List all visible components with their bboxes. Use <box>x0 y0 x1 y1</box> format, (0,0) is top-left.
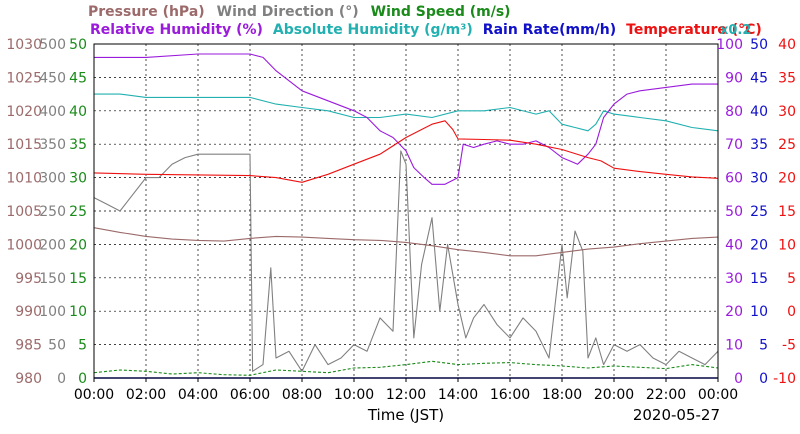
y-tick-label-wind-speed: 15 <box>69 271 87 287</box>
y-tick-label-humidity: 60 <box>725 171 743 187</box>
y-tick-label-humidity: 50 <box>725 204 743 220</box>
x-tick-label: 10:00 <box>334 387 374 403</box>
legend-entry: Relative Humidity (%) <box>90 22 263 38</box>
series-line-wind-speed-m-s <box>93 360 719 376</box>
y-tick-label-humidity: 70 <box>725 137 743 153</box>
x-tick-label: 12:00 <box>386 387 426 403</box>
y-tick-label-wind-direction: 100 <box>39 304 66 320</box>
series-line-wind-direction <box>93 150 719 372</box>
y-tick-label-wind-direction: 0 <box>57 371 66 387</box>
legend-entry: Pressure (hPa) <box>88 4 205 20</box>
y-tick-label-wind-speed: 35 <box>69 137 87 153</box>
x-tick-label: 14:00 <box>438 387 478 403</box>
series-line-relative-humidity <box>94 53 718 185</box>
y-tick-label-humidity: 30 <box>725 271 743 287</box>
y-tick-label-wind-speed: 30 <box>69 171 87 187</box>
y-tick-label-wind-direction: 50 <box>48 338 66 354</box>
y-tick-label-wind-direction: 150 <box>39 271 66 287</box>
y-tick-label-pressure: 980 <box>15 371 42 387</box>
y-tick-label-temperature: 5 <box>787 271 796 287</box>
x-tick-label: 20:00 <box>594 387 634 403</box>
y-tick-label-pressure: 1020 <box>6 104 42 120</box>
x-tick-label: 22:00 <box>646 387 686 403</box>
y-tick-label-wind-direction: 300 <box>39 171 66 187</box>
y-tick-label-rain-rate: 25 <box>750 204 768 220</box>
legend-entry: Rain Rate(mm/h) <box>483 22 616 38</box>
y-tick-label-pressure: 1010 <box>6 171 42 187</box>
y-tick-label-wind-speed: 0 <box>78 371 87 387</box>
legend-group: Pressure (hPa) Wind Direction (°) Wind Spe… <box>88 4 762 38</box>
y-tick-label-wind-direction: 400 <box>39 104 66 120</box>
x-tick-label: 08:00 <box>282 387 322 403</box>
y-tick-label-temperature: -5 <box>782 338 796 354</box>
x-axis-label: Time (JST) <box>367 406 444 424</box>
y-tick-label-wind-speed: 45 <box>69 70 87 86</box>
y-tick-label-temperature: 0 <box>787 304 796 320</box>
date-label: 2020-05-27 <box>633 406 720 424</box>
y-tick-label-humidity: 0 <box>734 371 743 387</box>
x-tick-label: 02:00 <box>126 387 166 403</box>
y-tick-label-wind-speed: 50 <box>69 37 87 53</box>
y-tick-label-wind-direction: 200 <box>39 237 66 253</box>
y-tick-label-temperature: -10 <box>773 371 796 387</box>
y-tick-label-temperature: 30 <box>778 104 796 120</box>
y-tick-label-rain-rate: 20 <box>750 237 768 253</box>
y-tick-label-rain-rate: 10 <box>750 304 768 320</box>
y-tick-label-wind-speed: 25 <box>69 204 87 220</box>
y-tick-label-wind-speed: 10 <box>69 304 87 320</box>
y-tick-label-temperature: 15 <box>778 204 796 220</box>
x-tick-label: 00:00 <box>698 387 738 403</box>
y-tick-label-pressure: 1025 <box>6 70 42 86</box>
x-tick-label: 04:00 <box>178 387 218 403</box>
axes-group: 1030102510201015101010051000995990985980… <box>6 37 796 403</box>
y-tick-label-wind-speed: 40 <box>69 104 87 120</box>
y-tick-label-rain-rate: 35 <box>750 137 768 153</box>
x-tick-label: 06:00 <box>230 387 270 403</box>
y-tick-label-pressure: 1005 <box>6 204 42 220</box>
y-tick-label-rain-rate: 0 <box>759 371 768 387</box>
x-tick-label: 16:00 <box>490 387 530 403</box>
legend-entry: Absolute Humidity (g/m³) <box>273 22 473 38</box>
y-tick-label-humidity: 90 <box>725 70 743 86</box>
y-tick-label-humidity: 100 <box>716 37 743 53</box>
y-tick-label-rain-rate: 40 <box>750 104 768 120</box>
y-tick-label-wind-speed: 20 <box>69 237 87 253</box>
y-tick-label-rain-rate: 15 <box>750 271 768 287</box>
legend-entry: Wind Direction (°) <box>217 4 359 20</box>
y-tick-label-pressure: 1015 <box>6 137 42 153</box>
y-tick-label-humidity: 40 <box>725 237 743 253</box>
y-tick-label-temperature: 10 <box>778 237 796 253</box>
y-tick-label-temperature: 25 <box>778 137 796 153</box>
y-tick-label-temperature: 40 <box>778 37 796 53</box>
legend-entry: Wind Speed (m/s) <box>371 4 511 20</box>
y-tick-label-pressure: 990 <box>15 304 42 320</box>
series-line-pressure-hpa <box>93 227 719 257</box>
grid <box>94 44 718 378</box>
y-tick-label-pressure: 1000 <box>6 237 42 253</box>
y-tick-label-temperature: 20 <box>778 171 796 187</box>
y-tick-label-wind-direction: 450 <box>39 70 66 86</box>
y-tick-label-rain-rate: 45 <box>750 70 768 86</box>
y-tick-label-wind-direction: 350 <box>39 137 66 153</box>
y-tick-label-temperature: 35 <box>778 70 796 86</box>
x-tick-label: 18:00 <box>542 387 582 403</box>
y-tick-label-pressure: 995 <box>15 271 42 287</box>
y-tick-label-humidity: 80 <box>725 104 743 120</box>
y-tick-label-wind-direction: 500 <box>39 37 66 53</box>
y-tick-label-wind-direction: 250 <box>39 204 66 220</box>
x-tick-label: 00:00 <box>74 387 114 403</box>
y-tick-label-humidity: 20 <box>725 304 743 320</box>
abs-humidity-scale-note: x0.2 <box>720 23 751 38</box>
y-tick-label-rain-rate: 50 <box>750 37 768 53</box>
y-tick-label-pressure: 1030 <box>6 37 42 53</box>
series-line-temperature-c <box>93 120 719 183</box>
series-line-absolute-humidity-g-m <box>94 93 719 132</box>
y-tick-label-wind-speed: 5 <box>78 338 87 354</box>
y-tick-label-rain-rate: 5 <box>759 338 768 354</box>
legend-entry: Temperature (°C) <box>626 22 762 38</box>
y-tick-label-pressure: 985 <box>15 338 42 354</box>
y-tick-label-rain-rate: 30 <box>750 171 768 187</box>
y-tick-label-humidity: 10 <box>725 338 743 354</box>
